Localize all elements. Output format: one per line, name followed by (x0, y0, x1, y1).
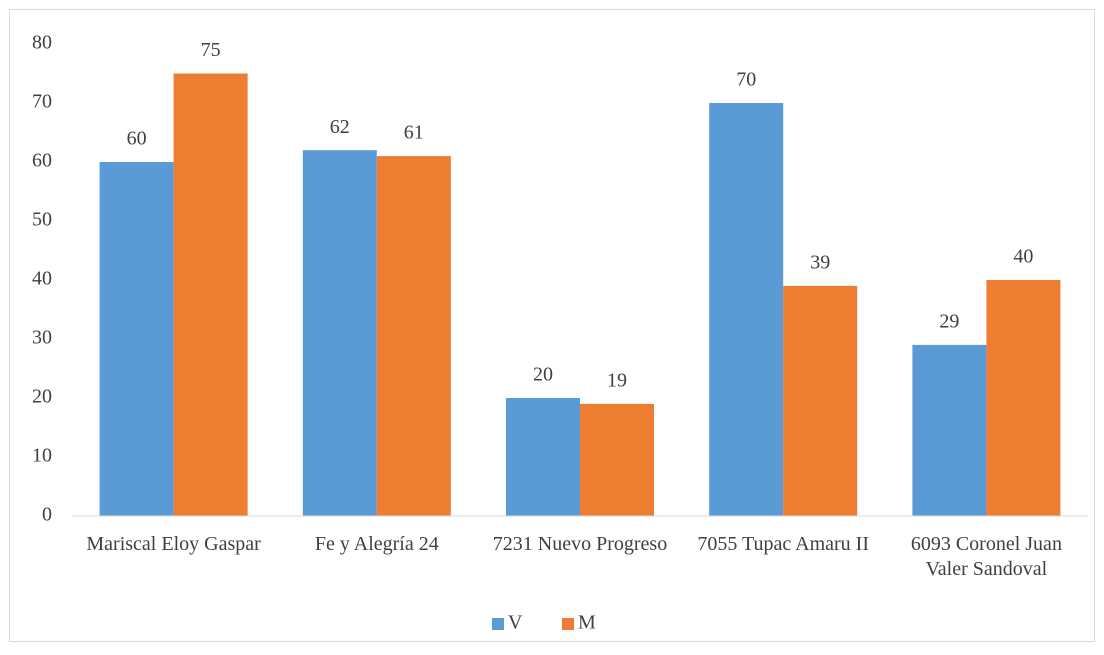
bar (912, 344, 987, 516)
x-tick-label: 6093 Coronel Juan Valer Sandoval (910, 533, 1062, 580)
x-tick-label-box: 6093 Coronel Juan Valer Sandoval (910, 533, 1062, 580)
x-tick-label: Fe y Alegría 24 (314, 533, 439, 555)
y-tick-label: 60 (32, 150, 52, 172)
bar (709, 103, 784, 516)
x-tick-label: Mariscal Eloy Gaspar (86, 533, 261, 555)
data-label: 60 (127, 128, 147, 150)
data-label: 62 (330, 116, 350, 138)
legend-swatch (562, 618, 574, 630)
x-tick-label-box: 7055 Tupac Amaru II (697, 533, 870, 555)
data-label: 70 (736, 69, 756, 91)
legend-label: V (508, 612, 523, 634)
data-label: 39 (810, 251, 830, 273)
bar (580, 403, 654, 516)
data-label: 75 (201, 39, 221, 61)
y-tick-label: 10 (32, 445, 52, 467)
bar (302, 150, 377, 516)
y-tick-label: 40 (32, 268, 52, 290)
y-tick-label: 50 (32, 209, 52, 231)
data-label: 40 (1013, 246, 1033, 268)
x-tick-label-box: Fe y Alegría 24 (314, 533, 439, 555)
x-tick-label-box: Mariscal Eloy Gaspar (86, 533, 261, 555)
bar (173, 73, 248, 516)
x-tick-label: 7055 Tupac Amaru II (697, 533, 870, 555)
data-label: 19 (607, 369, 627, 391)
legend-label: M (578, 612, 596, 634)
bar (986, 280, 1061, 516)
y-tick-label: 80 (32, 32, 52, 54)
legend-swatch (492, 618, 504, 630)
data-label: 61 (404, 122, 424, 144)
y-tick-label: 20 (32, 386, 52, 408)
data-label: 29 (939, 310, 959, 332)
data-label: 20 (533, 364, 553, 386)
x-tick-label: 7231 Nuevo Progreso (492, 533, 668, 555)
bar (506, 398, 580, 516)
bar (376, 156, 451, 516)
bar (783, 285, 858, 516)
y-tick-label: 30 (32, 327, 52, 349)
x-tick-label-box: 7231 Nuevo Progreso (492, 533, 668, 555)
y-tick-label: 70 (32, 91, 52, 113)
bar (99, 162, 174, 516)
y-tick-label: 0 (42, 504, 52, 526)
